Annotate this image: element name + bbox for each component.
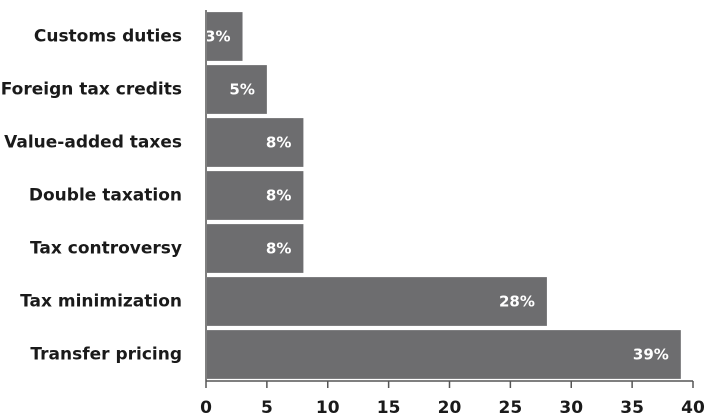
data-label: 8% — [266, 240, 291, 258]
x-tick-label: 25 — [499, 398, 523, 418]
bar-value-added-taxes — [207, 118, 304, 167]
data-label: 5% — [229, 81, 254, 99]
x-tick-label: 15 — [377, 398, 401, 418]
bar-double-taxation — [207, 171, 304, 220]
category-label: Tax minimization — [20, 292, 182, 312]
category-label: Customs duties — [34, 27, 182, 47]
x-tick-label: 0 — [200, 398, 212, 418]
x-tick-label: 40 — [681, 398, 705, 418]
bar-customs-duties — [207, 12, 243, 61]
data-label: 8% — [266, 134, 291, 152]
category-label: Tax controversy — [30, 239, 182, 259]
bar-tax-minimization — [207, 277, 547, 326]
x-tick-label: 20 — [438, 398, 462, 418]
data-labels: 3% 5% 8% 8% 8% 28% 39% — [205, 28, 669, 364]
bar-foreign-tax-credits — [207, 65, 267, 114]
data-label: 8% — [266, 187, 291, 205]
category-labels: Customs duties Foreign tax credits Value-a… — [1, 27, 182, 365]
x-axis-ticks: 0 5 10 15 20 25 30 35 40 — [200, 381, 705, 418]
x-tick-label: 30 — [559, 398, 583, 418]
data-label: 39% — [633, 346, 669, 364]
bar-transfer-pricing — [207, 330, 681, 379]
x-tick-label: 5 — [261, 398, 273, 418]
x-tick-label: 10 — [316, 398, 340, 418]
category-label: Foreign tax credits — [1, 80, 182, 100]
category-label: Value-added taxes — [4, 133, 182, 153]
data-label: 28% — [499, 293, 535, 311]
data-label: 3% — [205, 28, 230, 46]
category-label: Transfer pricing — [30, 345, 182, 365]
bar-tax-controversy — [207, 224, 304, 273]
bars-group — [207, 12, 681, 379]
x-tick-label: 35 — [620, 398, 644, 418]
category-label: Double taxation — [29, 186, 182, 206]
